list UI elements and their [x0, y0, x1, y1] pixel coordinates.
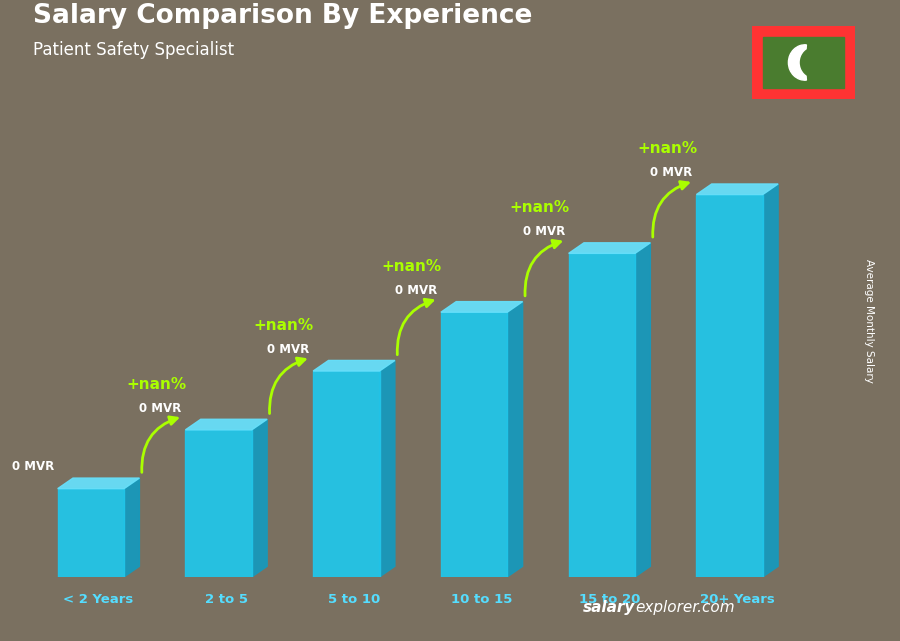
Text: +nan%: +nan%: [254, 318, 314, 333]
Text: +nan%: +nan%: [509, 200, 570, 215]
Polygon shape: [441, 312, 508, 577]
Polygon shape: [697, 184, 778, 195]
Polygon shape: [124, 478, 140, 577]
Text: 5 to 10: 5 to 10: [328, 594, 380, 606]
Polygon shape: [252, 419, 267, 577]
Text: 10 to 15: 10 to 15: [451, 594, 512, 606]
Circle shape: [800, 47, 828, 77]
Polygon shape: [441, 302, 523, 312]
Polygon shape: [569, 253, 635, 577]
Text: 0 MVR: 0 MVR: [651, 166, 692, 179]
Text: +nan%: +nan%: [637, 141, 697, 156]
Polygon shape: [313, 360, 395, 371]
Text: 0 MVR: 0 MVR: [267, 343, 310, 356]
Polygon shape: [763, 184, 778, 577]
Text: 20+ Years: 20+ Years: [700, 594, 775, 606]
Polygon shape: [508, 302, 523, 577]
Text: Patient Safety Specialist: Patient Safety Specialist: [33, 42, 235, 60]
Polygon shape: [58, 488, 124, 577]
Text: explorer.com: explorer.com: [635, 600, 734, 615]
Text: +nan%: +nan%: [382, 259, 442, 274]
Text: 15 to 20: 15 to 20: [579, 594, 640, 606]
Bar: [762, 37, 844, 88]
Polygon shape: [313, 371, 380, 577]
Polygon shape: [697, 195, 763, 577]
Text: salary: salary: [582, 600, 635, 615]
Polygon shape: [752, 26, 855, 99]
Text: Average Monthly Salary: Average Monthly Salary: [863, 258, 874, 383]
Text: 0 MVR: 0 MVR: [395, 284, 437, 297]
Polygon shape: [58, 478, 140, 488]
Text: 2 to 5: 2 to 5: [205, 594, 248, 606]
Text: < 2 Years: < 2 Years: [63, 594, 134, 606]
Polygon shape: [185, 419, 267, 430]
Text: 0 MVR: 0 MVR: [12, 460, 54, 473]
Polygon shape: [185, 430, 252, 577]
Text: +nan%: +nan%: [126, 377, 186, 392]
Text: Salary Comparison By Experience: Salary Comparison By Experience: [33, 3, 533, 29]
Polygon shape: [635, 243, 651, 577]
Text: 0 MVR: 0 MVR: [523, 225, 565, 238]
Polygon shape: [569, 243, 651, 253]
Polygon shape: [380, 360, 395, 577]
Wedge shape: [788, 45, 806, 80]
Text: 0 MVR: 0 MVR: [140, 401, 182, 415]
